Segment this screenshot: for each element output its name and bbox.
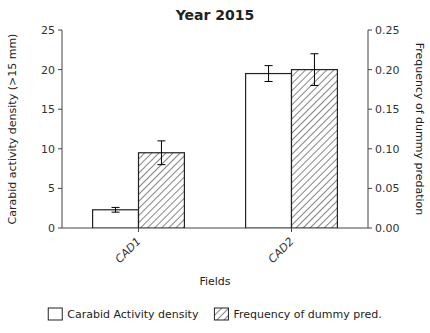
y-axis-line (62, 30, 63, 228)
y-tick-label: 0 (48, 222, 55, 235)
error-cap (265, 65, 273, 66)
x-tick (138, 228, 139, 232)
legend-label: Frequency of dummy pred. (233, 308, 381, 321)
y2-tick-label: 0.25 (375, 24, 400, 37)
error-bar (310, 54, 318, 86)
y-tick-label: 5 (48, 182, 55, 195)
legend-swatch (48, 308, 62, 320)
x-tick-label: CAD1 (113, 235, 144, 266)
legend-label: Carabid Activity density (67, 308, 199, 321)
y2-tick-label: 0.15 (375, 103, 400, 116)
y-tick-label: 15 (41, 103, 55, 116)
y-tick-label: 20 (41, 64, 55, 77)
legend-item: Frequency of dummy pred. (214, 308, 381, 321)
y2-tick-label: 0.20 (375, 64, 400, 77)
y-tick (58, 148, 62, 149)
y2-axis-label: Frequency of dummy predation (413, 43, 426, 216)
bar (93, 210, 139, 228)
y-tick-label: 25 (41, 24, 55, 37)
y2-axis-line (368, 30, 369, 228)
bar (292, 70, 338, 228)
error-line (268, 66, 269, 82)
error-line (115, 207, 116, 212)
error-line (314, 54, 315, 86)
y-axis-label: Carabid activity density (>15 mm) (6, 34, 19, 225)
error-cap (310, 53, 318, 54)
y2-tick (368, 30, 372, 31)
y-tick (58, 109, 62, 110)
y2-tick (368, 109, 372, 110)
y2-tick-label: 0.00 (375, 222, 400, 235)
y-tick (58, 69, 62, 70)
error-bar (112, 207, 120, 212)
y2-tick (368, 188, 372, 189)
error-line (161, 141, 162, 165)
plot-area (93, 54, 338, 228)
y2-tick (368, 69, 372, 70)
legend: Carabid Activity density Frequency of dum… (48, 308, 382, 321)
y2-tick (368, 228, 372, 229)
error-cap (310, 85, 318, 86)
legend-item: Carabid Activity density (48, 308, 199, 321)
bar (246, 74, 292, 228)
chart: Year 2015 0 5 10 15 20 25 Carabid activity dens… (0, 0, 430, 333)
y-tick (58, 188, 62, 189)
y2-tick (368, 148, 372, 149)
error-cap (112, 207, 120, 208)
error-cap (157, 140, 165, 141)
error-cap (112, 212, 120, 213)
title: Year 2015 (175, 7, 255, 23)
error-cap (265, 81, 273, 82)
y2-tick-label: 0.10 (375, 143, 400, 156)
y-tick-label: 10 (41, 143, 55, 156)
error-bar (265, 66, 273, 82)
error-bar (157, 141, 165, 165)
legend-swatch (214, 308, 228, 320)
y-tick (58, 228, 62, 229)
x-tick-label: CAD2 (266, 235, 297, 266)
x-axis-label: Fields (199, 275, 230, 288)
error-cap (157, 164, 165, 165)
x-tick (291, 228, 292, 232)
y2-tick-label: 0.05 (375, 182, 400, 195)
y-tick (58, 30, 62, 31)
